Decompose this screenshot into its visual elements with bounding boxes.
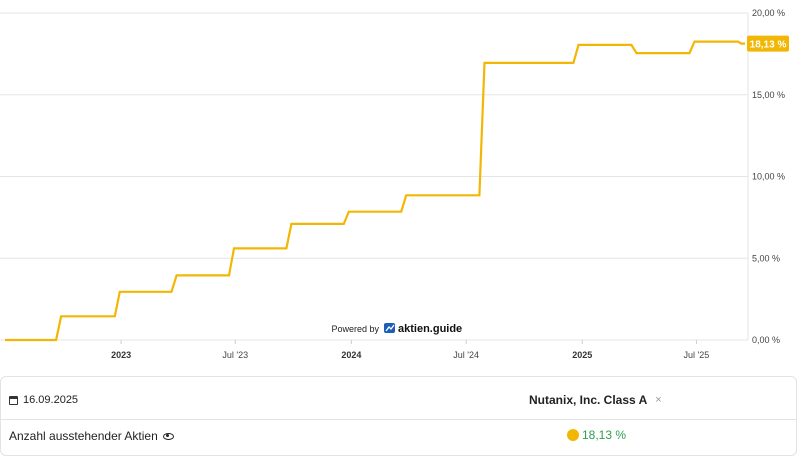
eye-icon[interactable] — [162, 432, 174, 440]
date-display: 16.09.2025 — [9, 394, 78, 406]
close-icon[interactable]: × — [655, 394, 662, 406]
x-axis-ticks: 2023 Jul '23 2024 Jul '24 2025 Jul '25 — [111, 340, 709, 360]
x-tick-label: 2025 — [572, 350, 592, 360]
x-tick-label: 2023 — [111, 350, 131, 360]
last-value-badge-bg — [747, 35, 789, 52]
y-tick-label: 15,00 % — [752, 90, 785, 100]
panel-header-row: 16.09.2025 Nutanix, Inc. Class A × — [1, 377, 796, 420]
x-tick-label: Jul '25 — [684, 350, 710, 360]
credit-prefix: Powered by — [331, 324, 379, 334]
y-tick-label: 20,00 % — [752, 8, 785, 18]
line-chart: 0,00 % 5,00 % 10,00 % 15,00 % 20,00 % 2023 Ju… — [0, 8, 789, 360]
y-tick-label: 0,00 % — [752, 335, 780, 345]
last-value-badge-text: 18,13 % — [750, 40, 787, 51]
y-axis-ticks: 0,00 % 5,00 % 10,00 % 15,00 % 20,00 % — [752, 8, 785, 345]
security-chip: Nutanix, Inc. Class A × — [529, 393, 662, 407]
last-value-badge: 18,13 % — [747, 35, 789, 52]
series-color-dot — [567, 429, 579, 441]
aktien-guide-logo-icon — [384, 323, 395, 333]
y-tick-label: 10,00 % — [752, 172, 785, 182]
y-tick-label: 5,00 % — [752, 253, 780, 263]
x-tick-label: 2024 — [341, 350, 361, 360]
metric-row: Anzahl ausstehender Aktien 18,13 % — [1, 419, 796, 457]
metric-value-text: 18,13 % — [582, 428, 627, 442]
info-panel: 16.09.2025 Nutanix, Inc. Class A × Anzah… — [0, 376, 797, 456]
date-text: 16.09.2025 — [23, 394, 79, 406]
calendar-icon — [9, 395, 18, 405]
metric-value: 18,13 % — [567, 428, 626, 442]
metric-label-text: Anzahl ausstehender Aktien — [9, 429, 158, 443]
series — [4, 40, 746, 342]
grid-lines — [0, 12, 749, 341]
security-name: Nutanix, Inc. Class A — [529, 393, 648, 407]
x-tick-label: Jul '23 — [222, 350, 248, 360]
credit-brand: aktien.guide — [398, 323, 462, 335]
metric-label: Anzahl ausstehender Aktien — [9, 429, 174, 443]
powered-by-credit[interactable]: Powered by aktien.guide — [331, 323, 462, 335]
x-tick-label: Jul '24 — [453, 350, 479, 360]
series-line-0 — [5, 40, 745, 342]
